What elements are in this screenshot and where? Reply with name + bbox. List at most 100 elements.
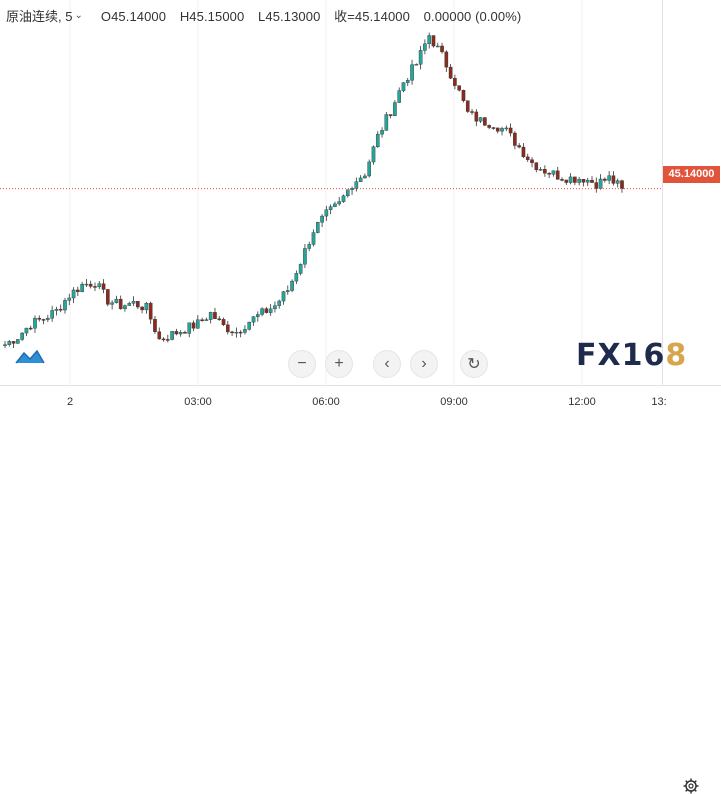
candle-body — [294, 273, 299, 282]
zoom-out-button[interactable]: − — [288, 350, 316, 378]
candle-body — [204, 319, 209, 321]
candle-body — [427, 35, 431, 45]
candle-body — [67, 297, 72, 301]
candle-body — [517, 145, 521, 148]
candle-body — [320, 215, 324, 223]
candle-body — [217, 318, 222, 320]
candle-body — [170, 331, 174, 340]
candle-body — [63, 300, 67, 311]
candle-body — [573, 176, 577, 183]
candle-body — [414, 64, 419, 66]
reset-chart-button[interactable]: ↻ — [460, 350, 488, 378]
tradingview-logo-icon[interactable] — [15, 344, 45, 366]
price-axis[interactable] — [662, 0, 721, 385]
candle-body — [435, 45, 440, 48]
candle-body — [508, 127, 513, 134]
scroll-right-button[interactable]: › — [410, 350, 438, 378]
candle-body — [50, 310, 54, 319]
candle-body — [478, 117, 483, 122]
plus-icon: + — [334, 355, 344, 372]
candle-body — [260, 308, 264, 315]
candle-body — [440, 45, 444, 53]
candle-body — [367, 161, 372, 177]
zoom-in-button[interactable]: + — [325, 350, 353, 378]
candle-body — [3, 344, 7, 346]
candle-body — [264, 308, 269, 313]
candle-body — [97, 283, 102, 288]
candle-body — [247, 321, 252, 330]
candle-body — [418, 50, 423, 65]
candle-body — [375, 133, 380, 148]
candle-body — [298, 263, 303, 274]
chart-area[interactable] — [0, 0, 662, 385]
candle-body — [350, 188, 354, 190]
time-tick-label: 06:00 — [312, 396, 340, 408]
candle-body — [405, 80, 410, 83]
candle-body — [483, 117, 487, 126]
candle-body — [268, 308, 273, 313]
candle-body — [58, 308, 63, 311]
candle-body — [166, 339, 170, 341]
candle-body — [84, 283, 89, 286]
candle-body — [363, 175, 367, 179]
candle-body — [307, 244, 312, 249]
close-value: 收=45.14000 — [334, 9, 410, 24]
time-axis[interactable]: 2 03:00 06:00 09:00 12:00 13: — [0, 385, 721, 794]
time-tick-label: 13: — [651, 396, 667, 408]
candle-body — [568, 176, 573, 183]
candle-body — [226, 324, 230, 333]
candle-body — [521, 146, 526, 158]
candle-body — [333, 203, 337, 207]
candle-body — [560, 179, 564, 181]
high-value: H45.15000 — [179, 9, 245, 24]
scroll-left-button[interactable]: ‹ — [373, 350, 401, 378]
candle-body — [380, 130, 384, 135]
candle-body — [238, 331, 243, 334]
candle-body — [174, 331, 179, 335]
candle-body — [598, 178, 603, 189]
candle-body — [603, 178, 607, 181]
candle-body — [453, 78, 457, 86]
candle-body — [114, 298, 119, 303]
chevron-right-icon: › — [421, 355, 427, 372]
candle-body — [530, 159, 534, 163]
candle-body — [144, 302, 149, 311]
chevron-down-icon[interactable]: ⌄ — [74, 10, 83, 21]
chart-legend: 原油连续, 5 ⌄ O45.14000 H45.15000 L45.13000 … — [6, 6, 531, 25]
candle-body — [187, 322, 192, 334]
candle-body — [341, 195, 346, 202]
candle-body — [33, 317, 37, 329]
candle-body — [80, 283, 84, 293]
candle-body — [594, 182, 599, 189]
candle-body — [28, 327, 33, 330]
candle-body — [131, 301, 136, 304]
candle-body — [495, 127, 500, 132]
candle-body — [551, 170, 556, 175]
change-value: 0.00000 (0.00%) — [423, 9, 522, 24]
candle-body — [7, 341, 12, 345]
candle-body — [577, 179, 581, 183]
candle-body — [20, 332, 24, 340]
candle-body — [388, 114, 393, 116]
candle-body — [534, 162, 539, 170]
candle-body — [620, 180, 624, 189]
time-tick-label: 2 — [66, 396, 74, 408]
chevron-left-icon: ‹ — [384, 355, 390, 372]
candle-body — [564, 179, 569, 183]
candle-body — [196, 319, 200, 329]
candle-body — [71, 289, 76, 299]
candlestick-plot[interactable] — [0, 0, 662, 385]
low-value: L45.13000 — [258, 9, 321, 24]
time-tick-label: 12:00 — [568, 396, 596, 408]
gear-icon[interactable] — [683, 778, 699, 794]
candle-body — [277, 300, 282, 306]
candle-body — [324, 209, 329, 217]
candle-body — [543, 169, 547, 174]
candle-body — [153, 318, 157, 332]
candle-body — [393, 102, 397, 116]
candle-body — [178, 332, 183, 335]
candle-body — [255, 314, 260, 317]
candle-body — [273, 305, 277, 310]
symbol-label[interactable]: 原油连续, 5 — [6, 9, 73, 24]
candle-body — [585, 179, 590, 183]
